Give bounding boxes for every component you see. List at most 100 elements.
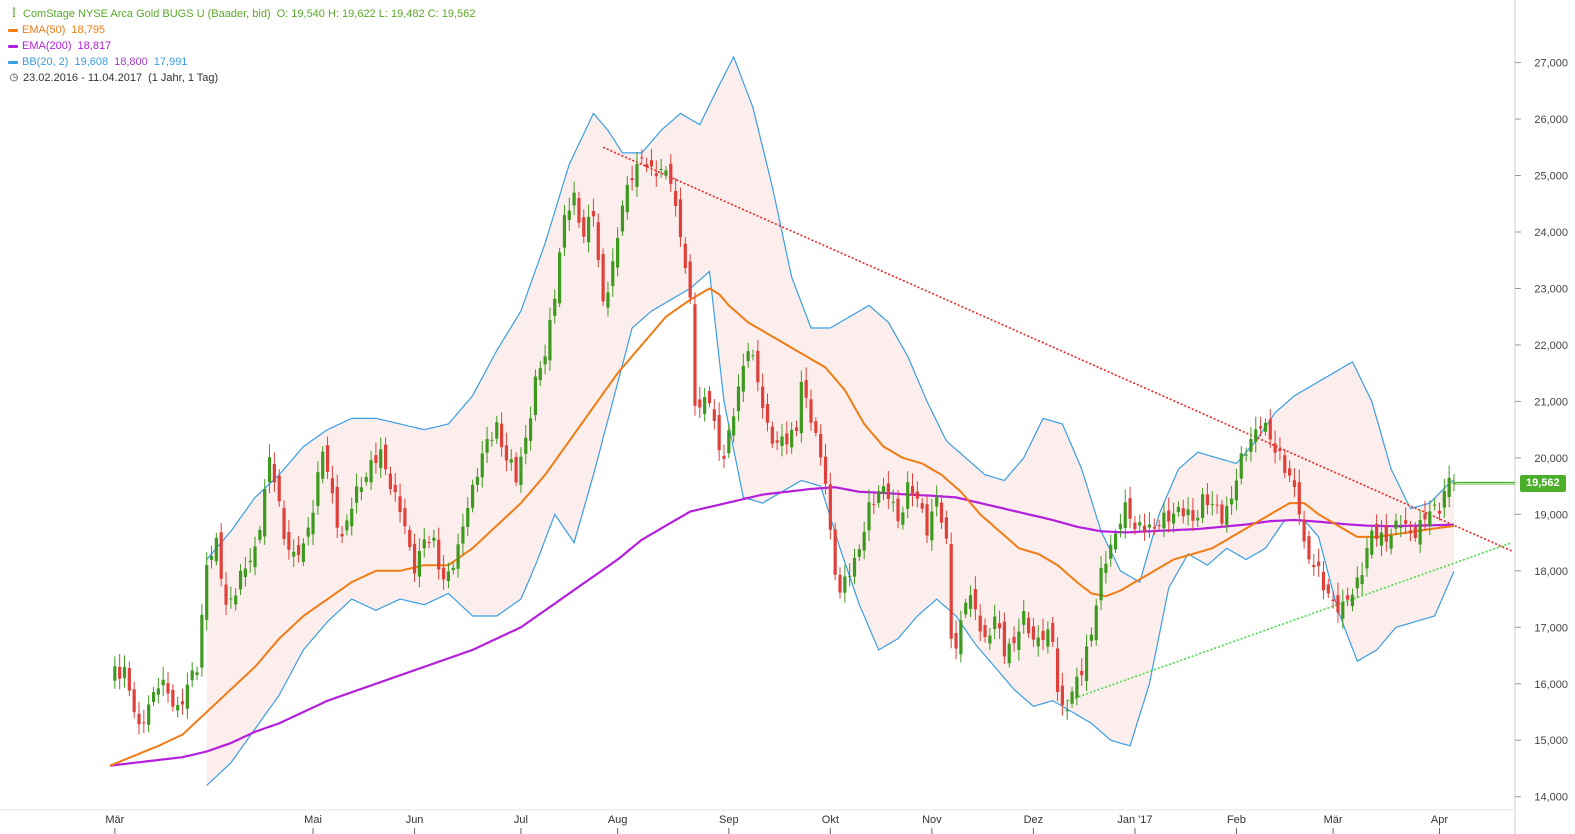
candle-body	[524, 437, 528, 454]
candle-body	[325, 445, 330, 472]
candle-body	[292, 551, 296, 557]
candle-body	[988, 635, 992, 644]
candle-body	[219, 532, 223, 579]
date-range: 23.02.2016 - 11.04.2017	[23, 72, 143, 84]
candle-body	[1065, 709, 1069, 712]
candle-body	[1060, 685, 1064, 705]
candle-body	[920, 503, 924, 509]
candle-body	[359, 487, 363, 492]
candle-body	[1118, 523, 1123, 530]
candle-body	[1360, 575, 1364, 585]
x-tick-label: Sep	[719, 814, 739, 826]
candle-body	[398, 496, 402, 512]
candle-body	[1297, 482, 1301, 515]
candle-body	[495, 422, 499, 439]
y-tick-label: 17,000	[1534, 622, 1568, 634]
candle-body	[499, 423, 504, 448]
bb-mid-value: 18,800	[114, 56, 148, 68]
candle-body	[1075, 676, 1079, 698]
x-tick-label: Mai	[304, 814, 322, 826]
candle-body	[688, 261, 692, 298]
candle-body	[321, 451, 325, 479]
y-tick-label: 25,000	[1534, 171, 1568, 183]
last-price-line	[1453, 481, 1515, 486]
legend-ema50-row: EMA(50) 18,795	[8, 22, 475, 38]
candle-body	[1263, 422, 1268, 432]
candle-body	[765, 404, 770, 423]
candle-body	[906, 482, 910, 509]
y-tick-label: 26,000	[1534, 114, 1568, 126]
candle-body	[122, 666, 127, 678]
candle-body	[790, 429, 794, 448]
candle-body	[770, 426, 774, 444]
candle-body	[674, 190, 678, 206]
candle-body	[814, 421, 818, 433]
ema50-label: EMA(50)	[22, 24, 66, 36]
candle-body	[843, 576, 847, 593]
candle-body	[881, 486, 886, 494]
candle-body	[944, 517, 948, 539]
period-label: (1 Jahr, 1 Tag)	[148, 72, 219, 84]
candle-body	[272, 463, 276, 483]
candle-body	[113, 666, 117, 681]
candle-body	[1404, 520, 1408, 524]
candle-body	[756, 350, 760, 383]
candle-body	[1307, 536, 1311, 560]
candle-body	[1244, 454, 1248, 456]
candle-body	[258, 529, 262, 540]
x-tick-label: Aug	[608, 814, 628, 826]
candle-body	[877, 491, 881, 503]
candle-body	[669, 163, 673, 185]
ema50-value: 18,795	[71, 24, 106, 36]
trend-lines	[602, 146, 1513, 702]
y-tick-label: 23,000	[1534, 283, 1568, 295]
candle-body	[1133, 522, 1137, 530]
clock-icon: ◷	[9, 72, 19, 83]
x-tick-label: Okt	[822, 814, 839, 826]
candle-body	[1326, 584, 1330, 594]
candle-body	[446, 571, 451, 581]
candle-body	[727, 430, 731, 454]
candle-body	[176, 705, 180, 711]
candle-body	[809, 399, 813, 423]
candle-body	[383, 444, 388, 470]
candle-body	[1346, 595, 1350, 600]
candle-body	[147, 704, 151, 725]
candle-body	[838, 574, 842, 593]
candle-body	[1259, 426, 1263, 429]
candle-body	[417, 551, 422, 577]
candle-body	[1283, 455, 1287, 473]
candle-body	[1142, 525, 1147, 531]
candle-body	[1157, 524, 1161, 526]
candle-body	[703, 397, 707, 414]
candle-body	[451, 567, 455, 571]
candle-body	[151, 691, 156, 702]
candle-body	[1350, 594, 1355, 607]
candle-body	[350, 508, 354, 527]
candle-body	[678, 199, 683, 238]
candle-body	[794, 427, 799, 431]
y-tick-label: 14,000	[1534, 792, 1568, 804]
candle-body	[799, 382, 803, 434]
candle-body	[422, 539, 426, 549]
candle-body	[930, 511, 934, 541]
candle-body	[1442, 491, 1446, 508]
candle-body	[1389, 535, 1393, 549]
candle-body	[751, 355, 755, 357]
candle-body	[538, 368, 542, 381]
candle-body	[901, 512, 905, 525]
candle-body	[804, 380, 808, 398]
candle-body	[543, 356, 547, 365]
candle-body	[698, 399, 702, 408]
candle-body	[1113, 533, 1118, 550]
candle-body	[746, 351, 750, 362]
candle-body	[1317, 561, 1321, 567]
candle-body	[1002, 621, 1006, 657]
candle-body	[959, 620, 963, 655]
legend-date-row: ◷ 23.02.2016 - 11.04.2017 (1 Jahr, 1 Tag…	[8, 70, 475, 86]
candle-body	[1312, 564, 1316, 568]
candle-body	[200, 614, 204, 668]
candle-body	[935, 497, 939, 507]
candle-body	[335, 486, 339, 528]
candle-body	[712, 409, 716, 421]
